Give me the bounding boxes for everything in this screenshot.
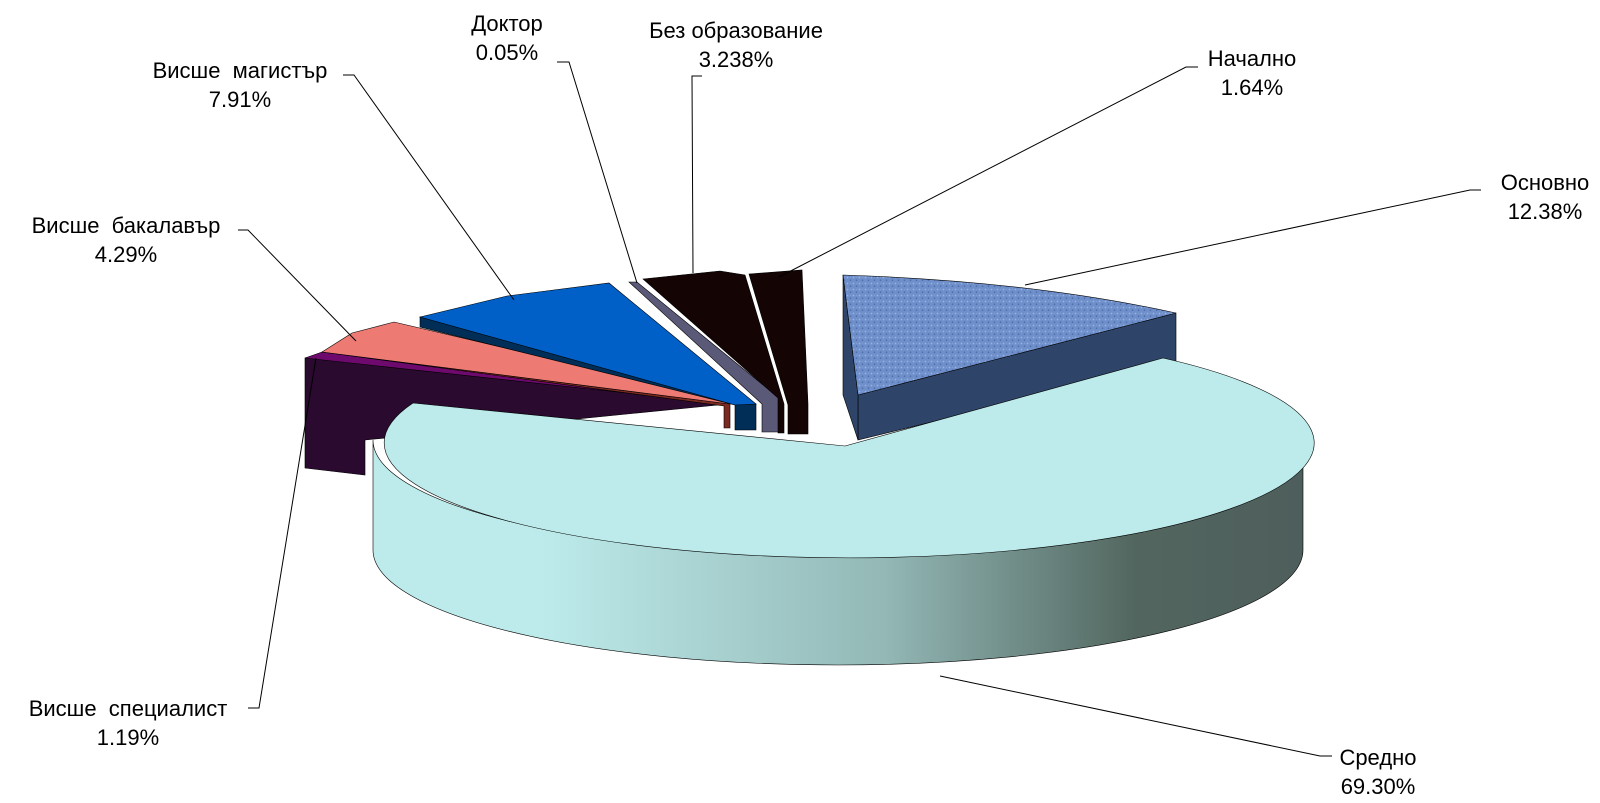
label-nachalno-value: 1.64% [1221,75,1283,100]
label-sredno-name: Средно [1339,745,1416,770]
label-osnovno-name: Основно [1501,170,1590,195]
slice-nachalno [748,269,809,435]
label-vishe-magistar-value: 7.91% [209,87,271,112]
label-vishe-specialist-value: 1.19% [97,725,159,750]
label-bez-obrazovanie-name: Без образование [649,18,823,43]
leader-bez-obrazovanie [691,75,702,274]
label-doktor-value: 0.05% [476,40,538,65]
leader-vishe-magistar [343,74,515,301]
label-bez-obrazovanie-value: 3.238% [699,47,774,72]
leader-osnovno [1024,189,1481,286]
label-osnovno-value: 12.38% [1508,199,1583,224]
label-bez-obrazovanie: Без образование 3.238% [649,18,823,72]
slice-osnovno [842,274,1177,396]
label-vishe-magistar-name: Висше магистър [153,58,328,83]
label-vishe-bakalavar: Висше бакалавър 4.29% [32,213,221,267]
slice-bez-obrazovanie [642,270,785,434]
label-doktor-name: Доктор [471,11,543,36]
label-sredno-value: 69.30% [1341,774,1416,799]
leader-sredno [939,675,1332,757]
label-vishe-bakalavar-value: 4.29% [95,242,157,267]
label-nachalno-name: Начално [1208,46,1297,71]
slice-sredno [383,357,1315,559]
label-vishe-bakalavar-name: Висше бакалавър [32,213,221,238]
label-nachalno: Начално 1.64% [1208,46,1297,100]
label-osnovno: Основно 12.38% [1501,170,1590,224]
leader-nachalno [778,66,1198,278]
leader-vishe-specialist [248,357,317,709]
leader-doktor [557,61,638,284]
slice-vishe-magistar [418,282,757,406]
label-doktor: Доктор 0.05% [471,11,543,65]
label-sredno: Средно 69.30% [1339,745,1416,799]
leader-vishe-bakalavar [238,229,357,342]
label-vishe-specialist: Висше специалист 1.19% [29,696,228,750]
label-vishe-specialist-name: Висше специалист [29,696,228,721]
label-vishe-magistar: Висше магистър 7.91% [153,58,328,112]
